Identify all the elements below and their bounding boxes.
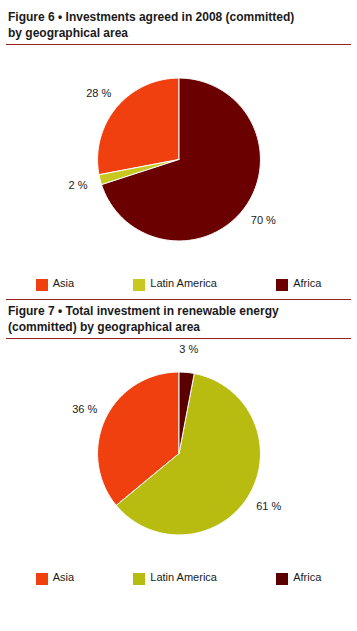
html-text:(committed) by geographical ar: (committed) by geographical area [8,320,200,334]
svg-text:36 %: 36 % [72,403,97,415]
html-text:Latin America: Latin America [150,571,217,584]
svg-text:28 %: 28 % [86,87,111,99]
html-text:Africa: Africa [293,571,322,584]
html-text:Asia: Asia [52,277,74,290]
svg-text:70 %: 70 % [251,214,276,226]
html-text:Africa: Africa [293,277,322,290]
html-text:by geographical area: by geographical area [8,26,128,40]
svg-text:61 %: 61 % [256,500,281,512]
html-text:Asia: Asia [52,571,74,584]
svg-text:2 %: 2 % [69,179,88,191]
html-text:Figure 6 • Investments agreed: Figure 6 • Investments agreed in 2008 (c… [8,10,295,24]
html-text:Figure 7 • Total investment in: Figure 7 • Total investment in renewable… [8,304,279,318]
html-text:Latin America: Latin America [150,277,217,290]
svg-text:3 %: 3 % [179,343,198,355]
